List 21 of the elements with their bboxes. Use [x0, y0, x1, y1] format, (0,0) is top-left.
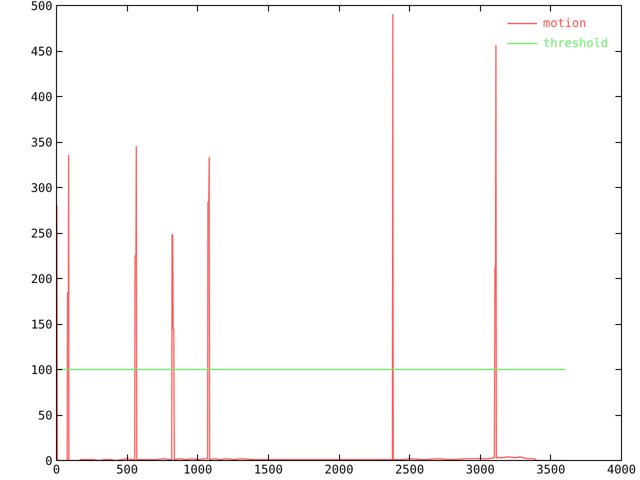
x-tick-label: 500: [116, 462, 138, 476]
y-tick-label: 50: [38, 408, 53, 422]
x-tick-label: 1000: [183, 462, 212, 476]
y-tick-label: 100: [30, 363, 53, 377]
x-tick-label: 1500: [254, 462, 283, 476]
legend-label: motion: [543, 15, 588, 31]
y-tick-label: 500: [30, 0, 53, 13]
y-tick-label: 400: [30, 90, 53, 104]
x-tick-label: 3000: [466, 462, 495, 476]
y-tick-label: 0: [45, 454, 53, 468]
y-tick-label: 150: [30, 318, 53, 332]
y-tick-label: 250: [30, 226, 53, 240]
x-tick-label: 2000: [324, 462, 354, 476]
y-tick-label: 450: [30, 44, 53, 58]
x-tick-label: 4000: [607, 462, 636, 476]
y-tick-label: 200: [30, 272, 53, 286]
x-tick-label: 3500: [536, 462, 566, 476]
legend-label: threshold: [543, 35, 610, 51]
y-tick-label: 300: [30, 181, 53, 195]
y-tick-label: 350: [30, 136, 53, 150]
x-tick-label: 2500: [395, 462, 424, 476]
